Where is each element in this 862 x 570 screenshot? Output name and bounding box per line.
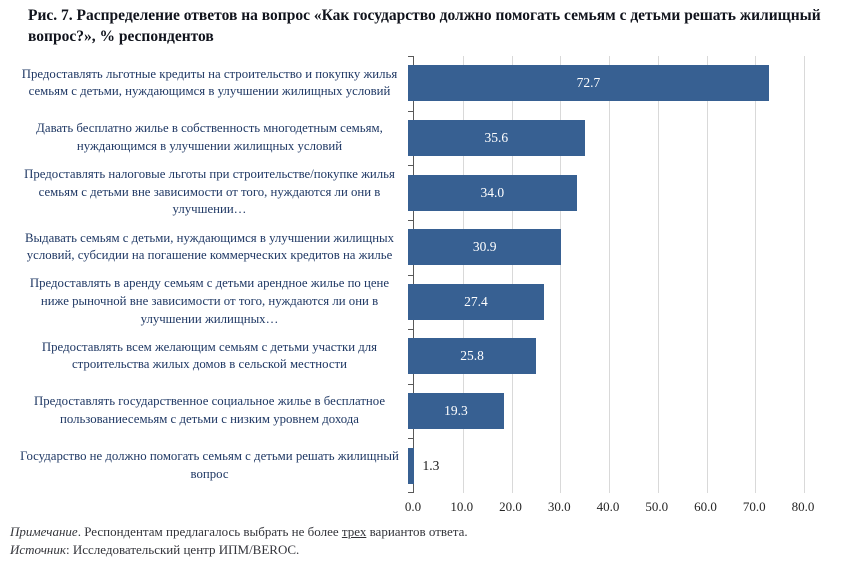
bar-row: Предоставлять государственное социальное… [0, 384, 862, 439]
x-tick-label: 20.0 [499, 499, 522, 514]
bar [408, 119, 585, 156]
bar-track: 25.8 [408, 329, 805, 384]
bar-row: Предоставлять льготные кредиты на строит… [0, 56, 862, 111]
category-label: Давать бесплатно жилье в собственность м… [36, 121, 383, 153]
x-tick-label: 40.0 [596, 499, 620, 514]
note-underlined-word: трех [341, 524, 367, 539]
bar-value-label: 72.7 [576, 75, 601, 91]
bar-value-label: 30.9 [472, 239, 497, 255]
x-tick-label: 60.0 [694, 499, 717, 514]
bar-row: Давать бесплатно жилье в собственность м… [0, 111, 862, 166]
bar-track: 19.3 [408, 384, 805, 439]
bar-track: 35.6 [408, 111, 805, 166]
bar-row: Предоставлять в аренду семьям с детьми а… [0, 275, 862, 330]
bar-value-label: 1.3 [422, 457, 440, 473]
category-label: Выдавать семьям с детьми, нуждающимся в … [24, 230, 395, 263]
bar [408, 174, 577, 211]
bar-track: 34.0 [408, 165, 805, 220]
footnotes: Примечание. Респондентам предлагалось вы… [10, 523, 468, 558]
category-label: Государство не должно помогать семьям с … [20, 449, 399, 481]
bar-track: 1.3 [408, 438, 805, 493]
note-text-post: вариантов ответа. [366, 524, 468, 539]
x-tick-label: 50.0 [645, 499, 669, 514]
chart-title: Рис. 7. Распределение ответов на вопрос … [28, 7, 821, 45]
bar-row: Выдавать семьям с детьми, нуждающимся в … [0, 220, 862, 275]
note-label: Примечание [10, 524, 78, 539]
bar-value-label: 34.0 [480, 184, 505, 200]
bar [408, 393, 504, 430]
bar-row: Предоставлять всем желающим семьям с дет… [0, 329, 862, 384]
x-tick-label: 30.0 [547, 499, 571, 514]
bar-track: 27.4 [408, 275, 805, 330]
category-label: Предоставлять налоговые льготы при строи… [24, 167, 395, 217]
bar-rows: Предоставлять льготные кредиты на строит… [0, 56, 862, 493]
bar-track: 30.9 [408, 220, 805, 275]
source-line: Источник: Исследовательский центр ИПМ/BE… [10, 541, 468, 559]
x-tick-label: 70.0 [742, 499, 766, 514]
note-line: Примечание. Респондентам предлагалось вы… [10, 523, 468, 541]
bar-value-label: 35.6 [484, 129, 509, 145]
bar-value-label: 27.4 [464, 293, 488, 309]
bar-row: Государство не должно помогать семьям с … [0, 438, 862, 493]
bar-chart: Предоставлять льготные кредиты на строит… [0, 56, 862, 516]
category-label: Предоставлять государственное социальное… [33, 394, 386, 427]
bar-row: Предоставлять налоговые льготы при строи… [0, 165, 862, 220]
x-tick-label: 0.0 [404, 499, 422, 514]
bar [408, 65, 769, 102]
bar [408, 338, 537, 375]
bar-track: 72.7 [408, 56, 805, 111]
bar-value-label: 19.3 [444, 403, 468, 419]
x-axis: 0.0 10.0 20.0 30.0 40.0 50.0 60.0 70.0 80.0 [405, 499, 815, 519]
bar [408, 229, 562, 266]
source-label: Источник [10, 541, 66, 557]
category-label: Предоставлять всем желающим семьям с дет… [41, 339, 378, 372]
bar [408, 447, 415, 484]
category-label: Предоставлять в аренду семьям с детьми а… [29, 276, 390, 326]
bar-value-label: 25.8 [460, 348, 484, 364]
category-label: Предоставлять льготные кредиты на строит… [21, 66, 398, 99]
source-text: : Исследовательский центр ИПМ/BEROC. [65, 541, 300, 557]
note-text-pre: . Респондентам предлагалось выбрать не б… [77, 524, 342, 539]
x-tick-label: 80.0 [791, 499, 815, 514]
bar [408, 283, 544, 320]
x-tick-label: 10.0 [450, 499, 474, 514]
